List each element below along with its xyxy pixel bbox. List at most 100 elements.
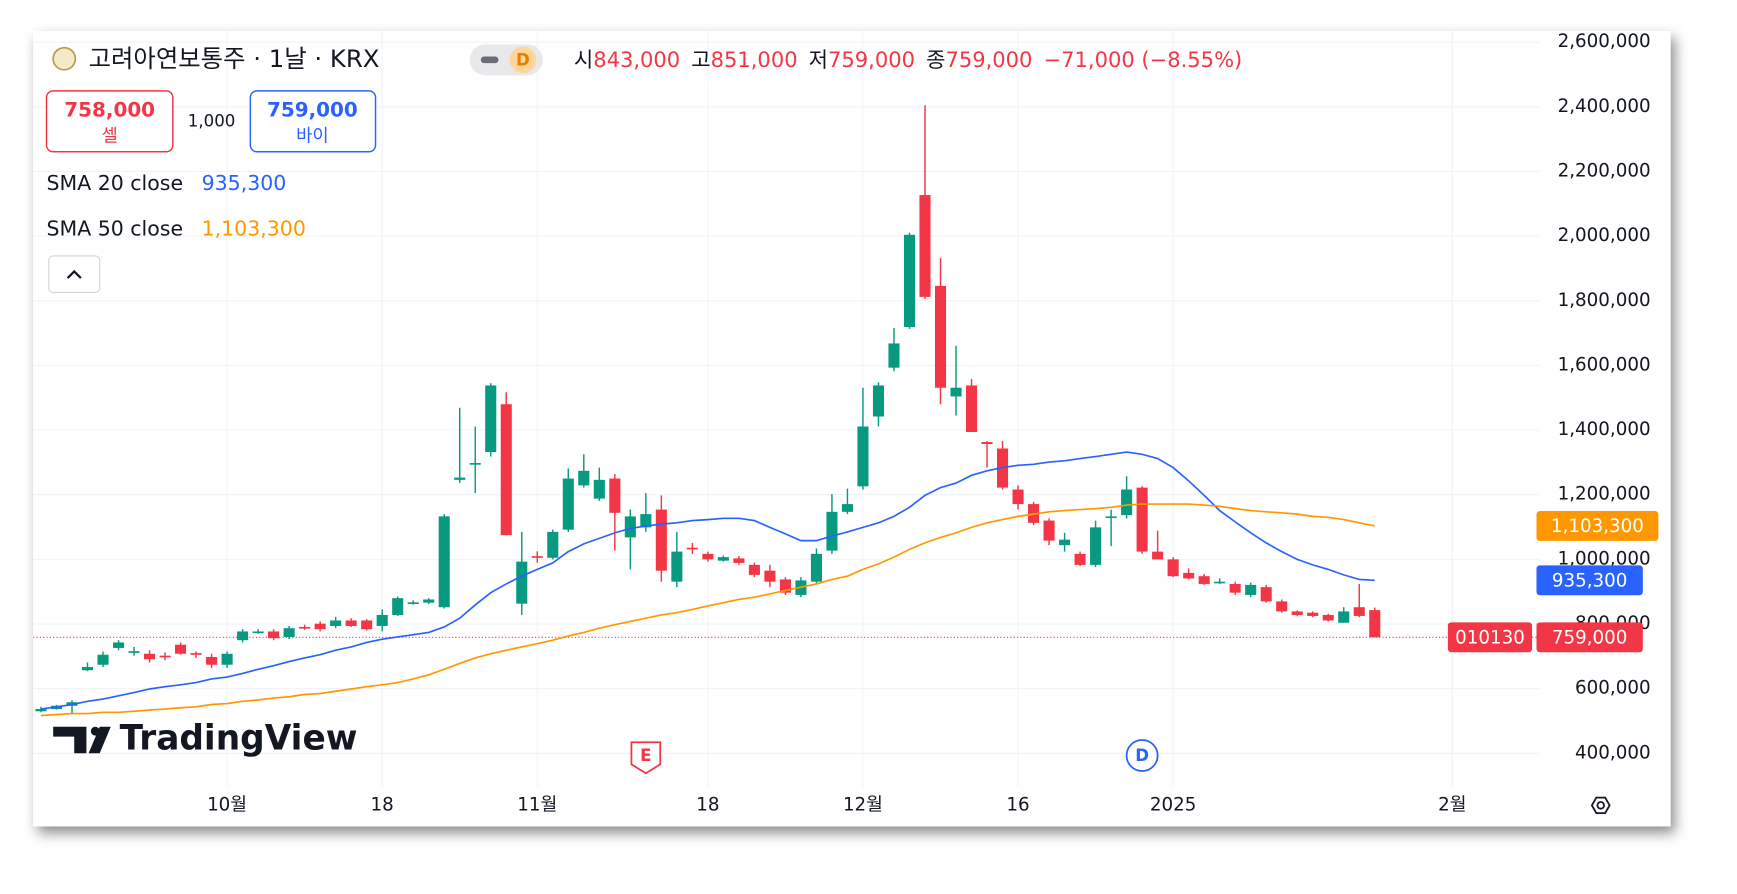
ohlc-value: 843,000 — [593, 47, 680, 72]
y-tick-label: 1,800,000 — [1558, 290, 1651, 311]
candle-body — [1105, 516, 1117, 519]
candle-body — [764, 570, 776, 582]
candle-body — [237, 631, 249, 641]
candle-body — [299, 626, 311, 629]
candle-body — [702, 553, 714, 560]
last-price-tag: 759,000 — [1552, 627, 1628, 648]
y-tick-label: 2,000,000 — [1558, 225, 1651, 246]
candle-body — [407, 602, 419, 605]
ui: 고려아연보통주 · 1날 · KRX D 시843,000 고851,000 저75… — [45, 31, 1659, 815]
candle-body — [97, 654, 109, 665]
interval-badge: D — [516, 50, 530, 69]
candle-body — [1152, 551, 1164, 560]
candle-body — [1183, 572, 1195, 579]
candle-body — [423, 599, 435, 603]
ohlc-header: 시843,000 고851,000 저759,000 종759,000 −71,000 … — [574, 47, 1242, 72]
candle-body — [268, 631, 280, 639]
symbol-tag-bg — [1447, 622, 1533, 653]
settings-icon[interactable] — [1590, 796, 1611, 815]
y-tick-label: 1,200,000 — [1558, 484, 1651, 505]
candle-body — [1121, 489, 1133, 516]
candle-body — [252, 631, 264, 634]
candle-body — [1353, 607, 1365, 616]
y-tick-label: 2,400,000 — [1558, 96, 1651, 117]
candle-body — [159, 655, 171, 658]
buy-label: 바이 — [296, 125, 329, 146]
sma-line — [40, 451, 1375, 710]
y-tick-label: 1,400,000 — [1558, 419, 1651, 440]
y-tick-label: 2,200,000 — [1558, 160, 1651, 181]
candle-body — [1338, 611, 1350, 623]
candle-body — [376, 614, 388, 626]
candle-body — [1276, 601, 1288, 612]
sell-label: 셀 — [102, 125, 118, 146]
buy-price: 759,000 — [267, 97, 358, 121]
candle-body — [1136, 487, 1148, 552]
legend: SMA 20 close 935,300 SMA 50 close 1,103,300 — [47, 171, 306, 240]
legend-name: SMA 20 close — [47, 171, 184, 195]
x-tick-label: 10월 — [207, 794, 247, 815]
legend-value: 1,103,300 — [202, 216, 306, 240]
y-tick-label: 1,600,000 — [1558, 354, 1651, 375]
symbol-icon — [52, 46, 77, 71]
x-tick-label: 16 — [1006, 794, 1029, 815]
ohlc-value: 851,000 — [711, 47, 798, 72]
candle-body — [717, 557, 729, 561]
candle-body — [810, 553, 822, 582]
collapse-button[interactable] — [48, 255, 101, 294]
price-tag-bg — [1536, 511, 1659, 541]
candle-body — [345, 620, 357, 626]
candle-body — [547, 531, 559, 558]
candle-body — [857, 426, 869, 487]
candle-body — [578, 470, 590, 486]
candle-body — [562, 478, 574, 530]
candle-body — [112, 642, 125, 648]
candle-body — [144, 653, 156, 660]
buy-button[interactable] — [249, 90, 377, 153]
badge — [509, 46, 537, 74]
candle-body — [1074, 553, 1086, 565]
candle-body — [950, 387, 962, 397]
candle-body — [283, 628, 295, 637]
candle-body — [733, 558, 745, 563]
ohlc-label: 시 — [574, 47, 593, 72]
event-marker — [1125, 739, 1159, 772]
candle-body — [438, 516, 450, 608]
candle-body — [779, 579, 791, 593]
symbol-tag: 010130 — [1455, 627, 1525, 648]
sell-price: 758,000 — [64, 97, 155, 121]
candle-body — [609, 478, 621, 513]
candle-body — [531, 556, 543, 558]
candle-body — [314, 623, 326, 630]
ohlc-change: −71,000 (−8.55%) — [1044, 47, 1243, 72]
candle-body — [671, 551, 683, 582]
x-tick-label: 18 — [371, 794, 394, 815]
candle-body — [485, 385, 497, 453]
candle-body — [1229, 583, 1241, 593]
candle-body — [934, 285, 947, 388]
x-tick-label: 2월 — [1438, 794, 1466, 815]
candle-body — [330, 620, 342, 626]
last-price-tag-bg — [1536, 622, 1643, 653]
candle-body — [35, 709, 47, 712]
candle-body — [1369, 610, 1381, 638]
candle-body — [826, 511, 838, 551]
candle-body — [903, 234, 916, 327]
sell-button[interactable] — [45, 90, 174, 153]
legend-value: 935,300 — [202, 171, 287, 195]
y-tick-label: 2,600,000 — [1558, 31, 1651, 52]
quantity: 1,000 — [188, 111, 236, 130]
event-label: E — [640, 746, 651, 765]
ohlc-label: 고 — [691, 47, 710, 72]
event-label: D — [1135, 746, 1149, 765]
chevron — [66, 269, 82, 279]
symbol-title: 고려아연보통주 · 1날 · KRX — [89, 44, 380, 73]
plot — [33, 105, 1540, 717]
ohlc-label: 종 — [926, 47, 945, 72]
candle-body — [1012, 489, 1024, 505]
pill-icon — [480, 56, 499, 64]
candle-body — [1322, 614, 1334, 621]
